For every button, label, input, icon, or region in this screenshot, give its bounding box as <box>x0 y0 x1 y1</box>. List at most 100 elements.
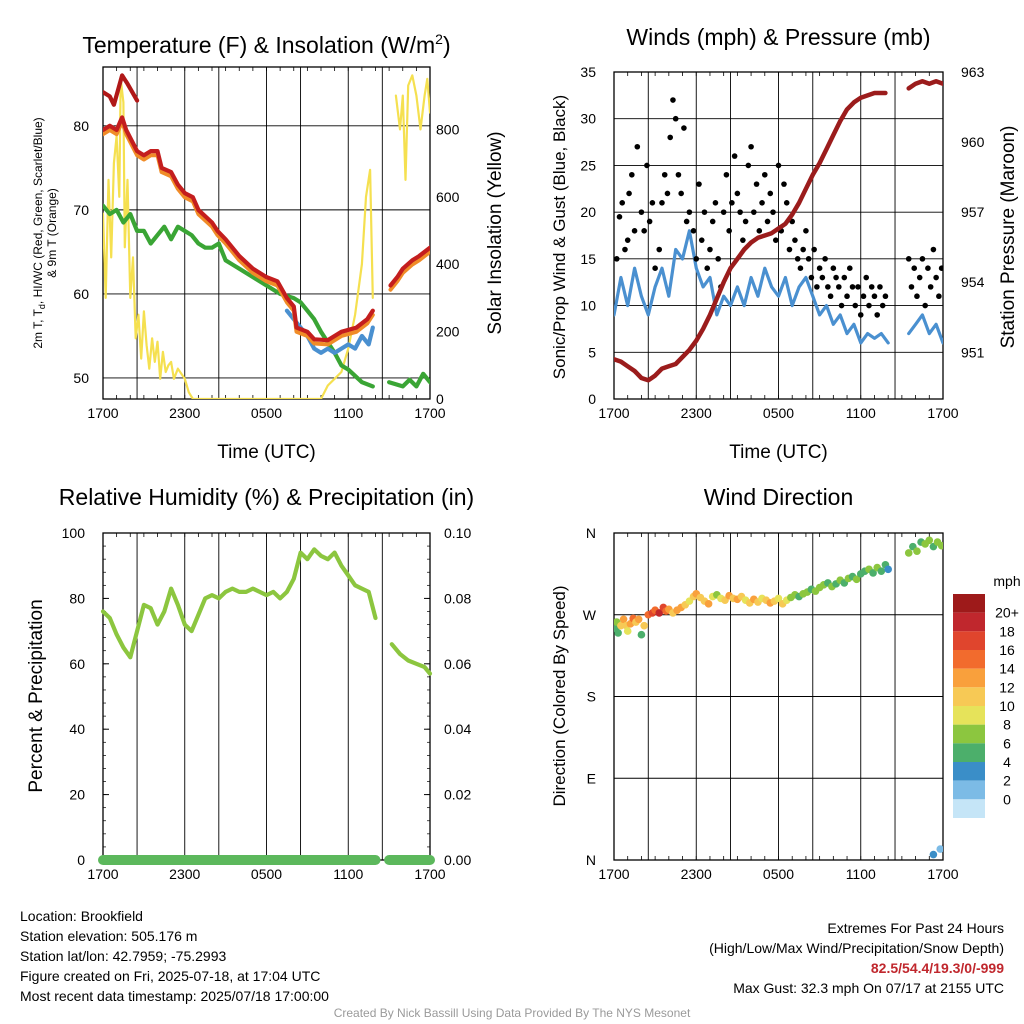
y-right-tick-label: 0.10 <box>444 525 471 541</box>
gust-point <box>905 256 912 262</box>
x-tick-label: 1700 <box>927 405 958 421</box>
legend-title: mph <box>993 573 1020 589</box>
chart-title: Wind Direction <box>704 484 854 510</box>
x-axis-label: Time (UTC) <box>217 442 316 463</box>
gust-point <box>619 200 626 206</box>
direction-point <box>869 569 877 577</box>
x-tick-label: 1700 <box>414 405 445 421</box>
gust-point <box>825 284 831 290</box>
y-axis-label: Percent & Precipitation <box>26 599 47 792</box>
max-gust: Max Gust: 32.3 mph On 07/17 at 2155 UTC <box>733 980 1004 996</box>
gust-point <box>860 293 867 300</box>
legend-swatch <box>953 762 985 781</box>
y-right-tick-label: 0.06 <box>444 656 471 672</box>
gust-point <box>855 284 861 290</box>
gust-point <box>631 228 638 234</box>
gust-point <box>800 246 806 253</box>
direction-point <box>884 565 892 574</box>
x-tick-label: 0500 <box>251 866 282 882</box>
wind-speed-line <box>614 229 890 345</box>
y-tick-label: 70 <box>73 202 89 218</box>
direction-point <box>617 621 625 630</box>
gust-point <box>764 218 771 225</box>
gust-point <box>871 293 878 300</box>
gust-point <box>737 209 743 215</box>
gust-point <box>863 274 870 281</box>
extremes-panel: Extremes For Past 24 Hours (High/Low/Max… <box>709 918 1004 998</box>
gust-point <box>667 134 674 141</box>
gust-point <box>814 284 820 290</box>
series-line-2m-t <box>388 245 430 288</box>
y-right-tick-label: 200 <box>436 324 460 340</box>
gust-point <box>808 274 815 281</box>
y-right-tick-label: 960 <box>961 134 985 150</box>
gust-point <box>781 181 787 187</box>
x-tick-label: 0500 <box>251 405 282 421</box>
station-elevation: Station elevation: 505.176 m <box>20 928 198 944</box>
direction-point <box>774 594 783 603</box>
gust-point <box>734 190 741 197</box>
y-right-tick-label: 0 <box>436 391 444 407</box>
direction-point <box>614 629 622 637</box>
y-right-tick-label: 0.04 <box>444 721 471 737</box>
panel-2: 1700 2300 0500 1100 170005101520253035951954… <box>550 64 1019 463</box>
gust-point <box>693 256 700 262</box>
gust-point <box>753 181 760 187</box>
direction-point <box>936 845 943 853</box>
gust-point <box>652 265 658 272</box>
y-right-tick-label: 0.00 <box>444 852 471 868</box>
y-tick-label: 100 <box>62 525 86 541</box>
gust-point <box>914 293 920 300</box>
gust-point <box>786 246 793 253</box>
gust-point <box>704 265 711 272</box>
x-tick-label: 1700 <box>598 866 629 882</box>
gust-point <box>849 284 856 290</box>
y-tick-label: 60 <box>73 286 89 302</box>
series-line-td <box>103 203 375 389</box>
direction-point <box>929 850 938 859</box>
y-tick-label: 80 <box>73 118 89 134</box>
gust-point <box>723 171 730 178</box>
direction-point <box>637 630 646 639</box>
gust-point <box>811 246 817 253</box>
y-tick-label: 0 <box>588 391 596 407</box>
gust-point <box>616 214 623 220</box>
gust-point <box>797 265 804 272</box>
gust-point <box>690 228 697 234</box>
gust-point <box>740 237 746 243</box>
direction-point <box>623 627 632 635</box>
gust-point <box>877 284 883 290</box>
legend-swatch <box>953 706 985 725</box>
y-tick-label: 30 <box>580 111 596 127</box>
y-tick-label: 40 <box>69 721 85 737</box>
x-tick-label: 1700 <box>87 866 118 882</box>
relative-humidity-line <box>100 547 378 660</box>
chart-title: Relative Humidity (%) & Precipitation (i… <box>59 484 474 510</box>
x-tick-label: 2300 <box>169 866 200 882</box>
gust-point <box>701 209 708 215</box>
gust-point <box>908 284 915 290</box>
y-tick-label: W <box>583 607 597 623</box>
x-tick-label: 1700 <box>927 866 958 882</box>
y-right-tick-label: 954 <box>961 274 985 290</box>
gust-point <box>822 256 828 262</box>
legend-label: 6 <box>1003 735 1011 751</box>
gust-point <box>846 265 853 272</box>
gust-point <box>731 153 738 159</box>
gust-point <box>720 209 727 215</box>
gust-point <box>794 256 801 262</box>
recent-data-timestamp: Most recent data timestamp: 2025/07/18 1… <box>20 988 329 1004</box>
y-tick-label: 20 <box>69 787 85 803</box>
x-tick-label: 2300 <box>681 866 712 882</box>
legend-swatch <box>953 612 985 632</box>
temp-9m-line <box>103 119 375 347</box>
y-tick-label: N <box>586 852 596 868</box>
gust-point <box>712 200 719 206</box>
legend-label: 18 <box>999 623 1015 639</box>
gust-point <box>698 237 705 243</box>
gust-point <box>919 256 926 262</box>
gust-point <box>852 302 859 309</box>
y-tick-label: 15 <box>580 251 596 267</box>
gust-point <box>933 274 939 281</box>
